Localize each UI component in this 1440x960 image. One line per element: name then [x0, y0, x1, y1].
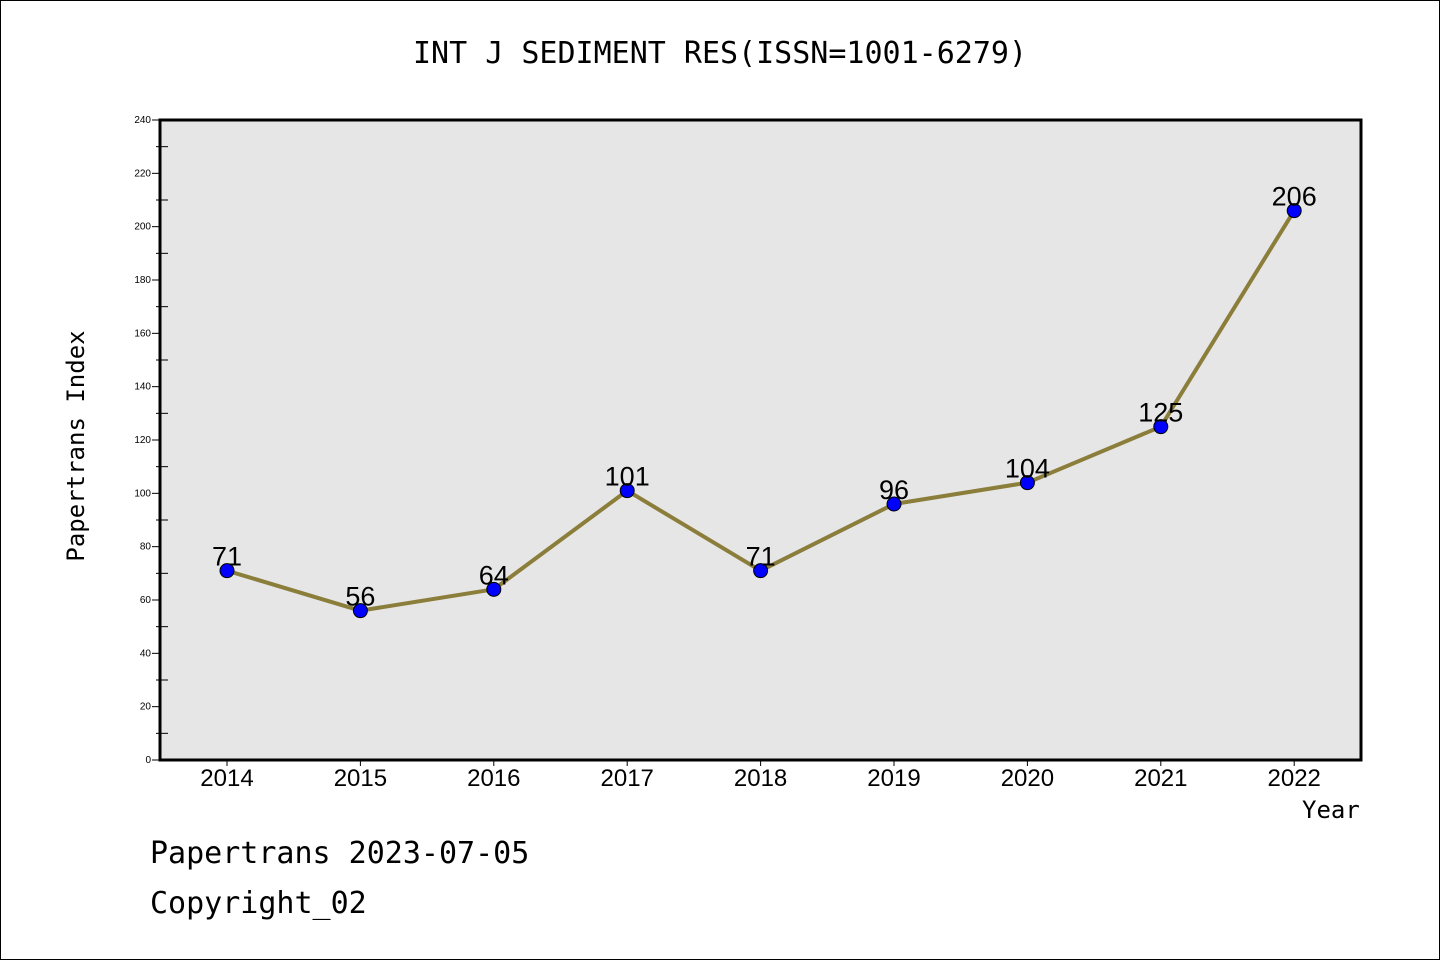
- x-tick-label: 2021: [1134, 765, 1187, 792]
- y-tick-label: 60: [140, 595, 152, 606]
- x-tick-label: 2015: [334, 765, 387, 792]
- data-value-label: 71: [746, 542, 776, 572]
- data-point-marker: [886, 496, 902, 512]
- x-tick-label: 2014: [200, 765, 253, 792]
- x-tick-label: 2017: [601, 765, 654, 792]
- y-tick-label: 180: [134, 275, 151, 286]
- data-value-label: 71: [212, 542, 242, 572]
- data-point-marker: [619, 483, 635, 499]
- data-value-label: 64: [479, 560, 509, 590]
- y-tick-label: 20: [140, 702, 152, 713]
- x-tick-label: 2016: [467, 765, 520, 792]
- x-tick-label: 2019: [867, 765, 920, 792]
- data-point-marker: [219, 563, 235, 579]
- data-point-marker: [1019, 475, 1035, 491]
- plot-border: [158, 118, 1363, 762]
- y-tick-label: 220: [134, 168, 151, 179]
- y-tick-label: 160: [134, 328, 151, 339]
- footer-copyright-line: Copyright_02: [150, 886, 367, 921]
- data-value-label: 125: [1138, 398, 1183, 428]
- y-tick-label: 0: [145, 755, 151, 766]
- data-point-marker: [352, 603, 368, 619]
- x-tick-label: 2018: [734, 765, 787, 792]
- x-axis-label: Year: [1302, 796, 1360, 824]
- data-value-label: 101: [605, 462, 650, 492]
- data-point-marker: [1286, 203, 1302, 219]
- footer-date-line: Papertrans 2023-07-05: [150, 836, 530, 871]
- y-tick-label: 200: [134, 222, 151, 233]
- data-value-label: 96: [879, 475, 909, 505]
- y-tick-label: 80: [140, 542, 152, 553]
- y-tick-label: 40: [140, 648, 152, 659]
- chart-title: INT J SEDIMENT RES(ISSN=1001-6279): [412, 36, 1028, 71]
- data-point-marker: [753, 563, 769, 579]
- data-value-label: 104: [1005, 454, 1050, 484]
- data-value-label: 206: [1272, 182, 1317, 212]
- data-point-marker: [1153, 419, 1169, 435]
- data-value-label: 56: [345, 582, 375, 612]
- y-tick-label: 120: [134, 435, 151, 446]
- y-tick-label: 240: [134, 115, 151, 126]
- x-tick-label: 2020: [1001, 765, 1054, 792]
- y-tick-label: 140: [134, 382, 151, 393]
- plot-area: [160, 120, 1361, 760]
- y-tick-label: 100: [134, 488, 151, 499]
- x-tick-label: 2022: [1268, 765, 1321, 792]
- data-point-marker: [486, 581, 502, 597]
